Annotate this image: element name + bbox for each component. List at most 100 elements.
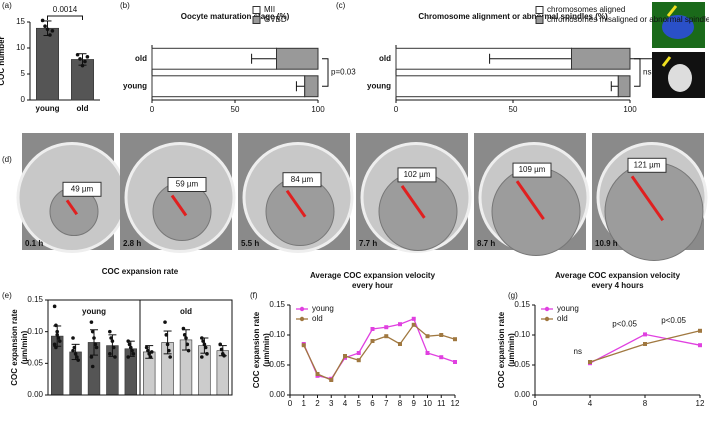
x-tick-label: 12: [696, 399, 705, 408]
data-point: [127, 342, 132, 347]
x-tick-label: 8: [398, 399, 403, 408]
data-point: [83, 59, 87, 64]
x-tick-label: 2: [315, 399, 320, 408]
y-tick-label: 0.00: [27, 390, 43, 399]
x-tick-label: 9: [412, 399, 417, 408]
y-tick-label: young: [367, 81, 391, 90]
marker: [329, 378, 334, 382]
data-point: [131, 352, 136, 356]
arrow: [666, 5, 678, 17]
data-point: [90, 329, 95, 334]
y-tick-label: 0.00: [514, 390, 530, 399]
marker: [439, 355, 444, 360]
marker: [315, 372, 320, 376]
x-tick-label: 10: [423, 399, 432, 408]
size-box: [62, 181, 102, 197]
y-tick-label: 0: [21, 95, 26, 104]
legend-label: old: [312, 314, 323, 323]
data-point: [78, 57, 82, 61]
chart-title: every hour: [352, 281, 393, 290]
legend-marker: [299, 306, 305, 312]
panel-label: (b): [120, 1, 130, 10]
y-tick-label: 0.10: [514, 330, 530, 339]
series-line: [303, 323, 456, 381]
x-tick-label: 100: [311, 105, 325, 114]
y-tick-label: 0.10: [269, 330, 285, 339]
x-tick-label: 50: [231, 105, 240, 114]
x-tick-label: 0: [394, 105, 399, 114]
legend-swatch: [252, 16, 261, 24]
x-tick-label: 11: [437, 399, 446, 408]
data-point: [93, 342, 98, 347]
annotation: p=0.03: [331, 68, 356, 77]
legend-swatch: [252, 6, 261, 14]
y-tick-label: 0.15: [514, 300, 530, 309]
data-point: [109, 336, 113, 340]
scale-line: [515, 180, 545, 220]
marker: [370, 339, 375, 343]
bar: [216, 350, 229, 396]
data-point: [52, 342, 57, 347]
legend-label: MII: [264, 5, 275, 14]
annotation: p<0.05: [612, 320, 637, 329]
x-tick-label: 3: [329, 399, 334, 408]
series-line: [303, 317, 456, 380]
marker: [453, 337, 457, 342]
data-point: [144, 345, 149, 350]
data-point: [57, 339, 62, 343]
data-point: [92, 336, 96, 340]
data-point: [202, 342, 207, 347]
x-tick-label: young: [36, 104, 60, 113]
data-point: [55, 333, 59, 337]
size-box: [512, 162, 552, 178]
data-point: [40, 18, 45, 23]
coc: [378, 172, 458, 251]
legend-swatch: [535, 6, 544, 14]
data-point: [126, 339, 131, 343]
legend-marker: [299, 316, 305, 322]
marker: [698, 343, 702, 348]
marker: [588, 360, 592, 364]
data-point: [205, 352, 209, 356]
marker: [398, 322, 402, 327]
y-tick-label: 0.05: [27, 358, 43, 367]
annotation: p<0.05: [661, 316, 686, 325]
coc: [491, 167, 581, 256]
panel-label: (g): [508, 291, 518, 300]
data-point: [167, 348, 171, 353]
chart-title: Chromosome alignment or abnormal spindle…: [418, 12, 608, 21]
bar-segment: [304, 75, 319, 98]
data-point: [76, 358, 80, 362]
time-label: 8.7 h: [477, 239, 495, 248]
y-tick-label: 0.15: [27, 295, 43, 304]
chart-title: every 4 hours: [591, 281, 644, 290]
data-point: [54, 345, 58, 350]
data-point: [184, 336, 188, 340]
marker: [370, 327, 375, 331]
data-point: [168, 355, 172, 359]
x-tick-label: 0: [288, 399, 293, 408]
data-point: [163, 320, 167, 324]
y-tick-label: 0.10: [27, 327, 43, 336]
size-box: [167, 177, 207, 192]
marker: [643, 332, 647, 337]
marker: [384, 325, 389, 330]
marker: [439, 333, 444, 337]
y-tick-label: old: [135, 54, 147, 63]
data-point: [164, 333, 169, 337]
data-point: [52, 304, 57, 309]
data-point: [200, 336, 204, 340]
bar-segment: [276, 47, 319, 70]
size-label: 102 µm: [404, 170, 431, 179]
legend-label: chromosomes aligned: [547, 5, 625, 14]
data-point: [89, 355, 94, 359]
x-tick-label: 12: [451, 399, 460, 408]
data-point: [94, 345, 99, 350]
data-point: [72, 345, 77, 350]
data-point: [73, 352, 78, 356]
legend-label: young: [557, 304, 579, 313]
data-point: [203, 345, 208, 350]
data-point: [54, 323, 58, 328]
group-label: young: [82, 307, 106, 316]
panel-label: (a): [2, 1, 12, 10]
